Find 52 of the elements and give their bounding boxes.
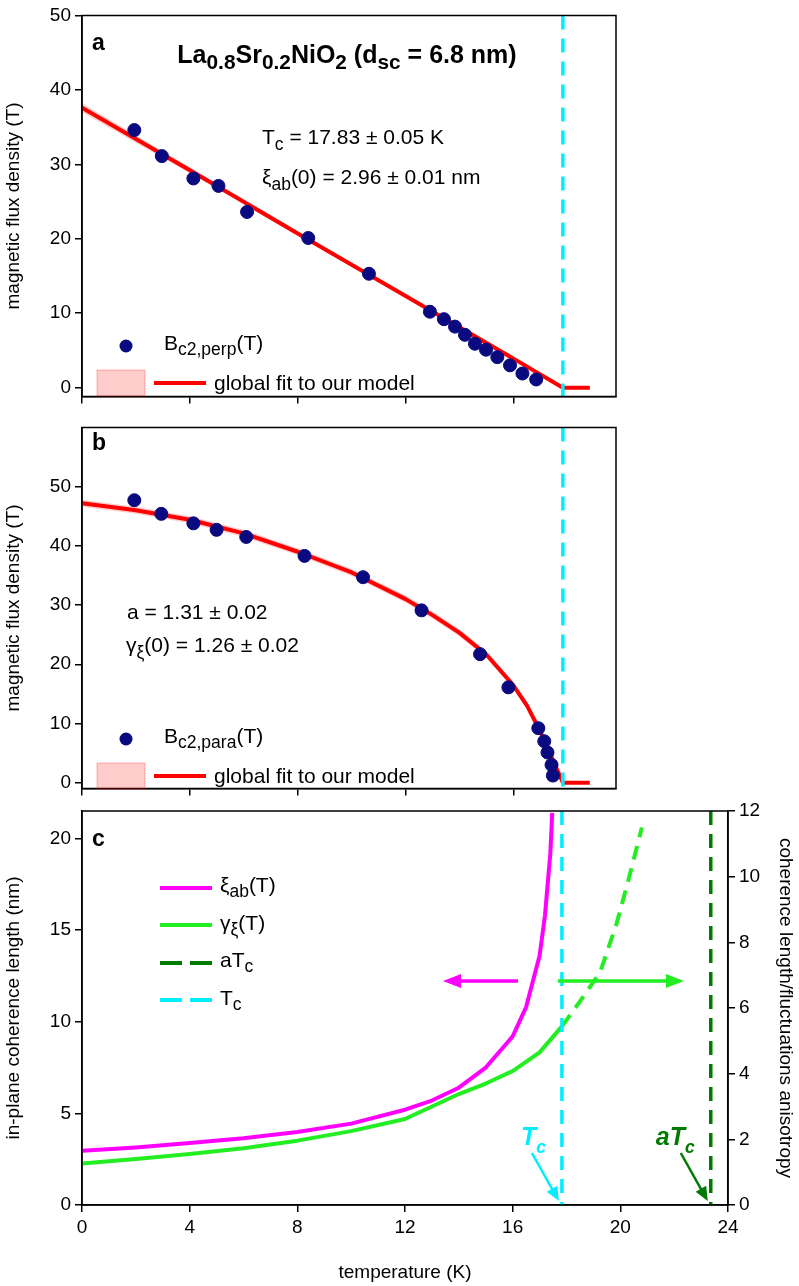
- y-tick-label: 5: [60, 1101, 71, 1123]
- y-tick-label: 50: [49, 474, 71, 496]
- y2-tick-label: 0: [739, 1193, 750, 1215]
- legend-label: ξ$_{ab}$(T): [220, 873, 276, 903]
- annotation: ξ$_{ab}$(0) = 2.96 ± 0.01 nm: [262, 165, 481, 195]
- legend-label: global fit to our model: [214, 764, 415, 789]
- y-tick-label: 30: [49, 593, 71, 615]
- annotation: a: [92, 28, 105, 56]
- y-tick-label: 0: [60, 770, 71, 792]
- y-tick-label: 40: [49, 534, 71, 556]
- y-axis-title: magnetic flux density (T): [1, 504, 23, 712]
- annotation: c: [92, 824, 105, 852]
- x-tick-label: 8: [292, 1215, 303, 1237]
- legend-label: B$_{c2,perp}$(T): [164, 331, 264, 361]
- x-tick-label: 24: [717, 1215, 739, 1237]
- y-tick-label: 30: [49, 152, 71, 174]
- y2-axis-title: coherence length/fluctuations anisotropy: [776, 837, 798, 1179]
- y2-tick-label: 2: [739, 1127, 750, 1149]
- y-tick-label: 0: [60, 375, 71, 397]
- x-tick-label: 20: [609, 1215, 631, 1237]
- y-tick-label: 20: [49, 226, 71, 248]
- y2-tick-label: 8: [739, 930, 750, 952]
- y-tick-label: 10: [49, 1009, 71, 1031]
- x-tick-label: 16: [502, 1215, 524, 1237]
- text: T$_{c}$: [220, 985, 242, 1014]
- y2-tick-label: 4: [739, 1061, 750, 1083]
- legend-label: global fit to our model: [214, 371, 415, 396]
- x-tick-label: 12: [394, 1215, 416, 1237]
- text: aT$_{c}$: [220, 948, 254, 977]
- annotation: γ$_{ξ}$(0) = 1.26 ± 0.02: [126, 633, 299, 663]
- y-tick-label: 10: [49, 301, 71, 323]
- x-axis-title: temperature (K): [338, 1260, 472, 1282]
- annotation: b: [92, 428, 107, 456]
- y-tick-label: 50: [49, 3, 71, 25]
- y2-tick-label: 10: [739, 864, 761, 886]
- y-tick-label: 20: [49, 652, 71, 674]
- y-tick-label: 15: [49, 918, 71, 940]
- legend-label: γ$_{ξ}$(T): [220, 910, 266, 940]
- y-axis-title: magnetic flux density (T): [1, 102, 23, 310]
- y-tick-label: 20: [49, 826, 71, 848]
- chart-title: La$_{0.8}$Sr$_{0.2}$NiO$_{2}$ (d$_{sc}$ = 6.8 nm): [177, 40, 517, 73]
- y-tick-label: 10: [49, 711, 71, 733]
- y-axis-title: in-plane coherence length (nm): [1, 876, 23, 1140]
- y2-tick-label: 6: [739, 996, 750, 1018]
- y2-tick-label: 12: [739, 799, 761, 821]
- x-tick-label: 0: [76, 1215, 88, 1237]
- legend-label: B$_{c2,para}$(T): [164, 724, 264, 754]
- y-tick-label: 40: [49, 78, 71, 100]
- annotation: a = 1.31 ± 0.02: [127, 600, 268, 624]
- annotation: T$_{c}$ = 17.83 ± 0.05 K: [262, 125, 444, 155]
- y-tick-label: 0: [60, 1193, 71, 1215]
- x-tick-label: 4: [184, 1215, 196, 1237]
